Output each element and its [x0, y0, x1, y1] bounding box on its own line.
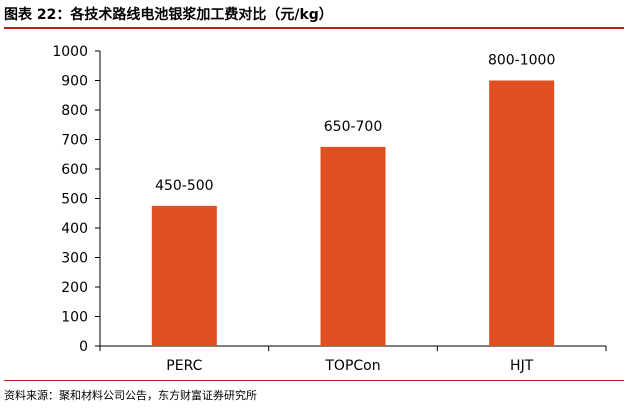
- y-tick-label: 800: [61, 103, 88, 119]
- title-rule: [4, 27, 624, 29]
- bar-hjt: [489, 80, 555, 346]
- y-tick-label: 700: [61, 133, 88, 149]
- figure-title: 图表 22：各技术路线电池银浆加工费对比（元/kg）: [4, 7, 333, 23]
- y-tick-label: 200: [61, 280, 88, 296]
- bars: [151, 80, 555, 346]
- y-tick-label: 900: [61, 74, 88, 90]
- y-tick-label: 500: [61, 192, 88, 208]
- bar-perc: [151, 205, 217, 346]
- x-axis: PERC TOPCon HJT: [99, 345, 607, 374]
- bar-topcon: [320, 146, 386, 346]
- y-tick-label: 1000: [52, 44, 88, 60]
- y-tick-label: 300: [61, 251, 88, 267]
- x-tick-label: PERC: [166, 358, 202, 374]
- y-axis: 0 100 200 300 400 500 600 700 800 900 1000: [52, 44, 101, 355]
- data-label: 800-1000: [488, 53, 555, 69]
- x-tick-label: HJT: [510, 358, 534, 374]
- y-tick-label: 0: [79, 339, 88, 355]
- y-tick-label: 400: [61, 221, 88, 237]
- bottom-rule: [4, 380, 624, 381]
- source-note: 资料来源：聚和材料公司公告，东方财富证券研究所: [4, 389, 257, 402]
- x-tick-label: TOPCon: [324, 358, 380, 374]
- bar-chart: 0 100 200 300 400 500 600 700 800 900 1000 PERC TOP…: [52, 44, 607, 374]
- data-labels: 450-500 650-700 800-1000: [155, 53, 555, 194]
- y-tick-label: 100: [61, 310, 88, 326]
- data-label: 650-700: [324, 119, 383, 135]
- data-label: 450-500: [155, 178, 214, 194]
- y-tick-label: 600: [61, 162, 88, 178]
